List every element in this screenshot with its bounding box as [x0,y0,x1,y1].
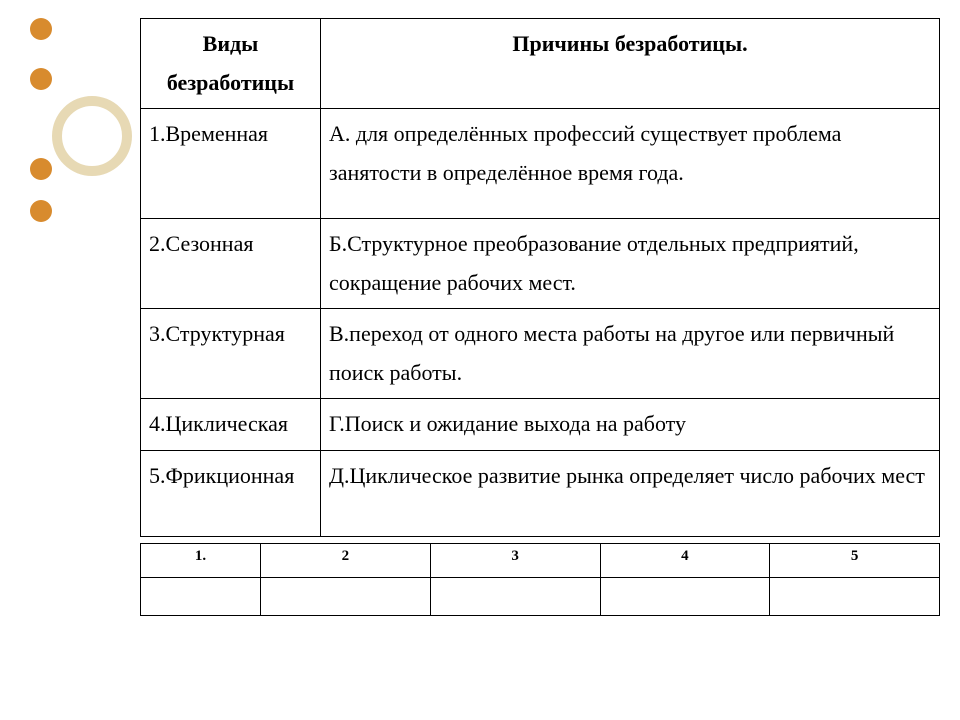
table-row: 4.Циклическая Г.Поиск и ожидание выхода … [141,399,940,451]
table-row: 5.Фрикционная Д.Циклическое развитие рын… [141,450,940,536]
answer-blank-cell [261,577,431,615]
type-cell: 4.Циклическая [141,399,321,451]
header-types: Виды безработицы [141,19,321,109]
table-row: 3.Структурная В.переход от одного места … [141,309,940,399]
answer-blank-cell [770,577,940,615]
table-row: 2.Сезонная Б.Структурное преобразование … [141,219,940,309]
header-causes: Причины безработицы. [321,19,940,109]
cause-cell: Б.Структурное преобразование отдельных п… [321,219,940,309]
answer-col-4: 4 [600,543,770,577]
answer-col-2: 2 [261,543,431,577]
answer-blank-cell [141,577,261,615]
type-cell: 2.Сезонная [141,219,321,309]
table-row: 1.Временная А. для определённых професси… [141,109,940,219]
type-cell: 5.Фрикционная [141,450,321,536]
cause-cell: В.переход от одного места работы на друг… [321,309,940,399]
type-cell: 3.Структурная [141,309,321,399]
cause-cell: Г.Поиск и ожидание выхода на работу [321,399,940,451]
answer-header-row: 1. 2 3 4 5 [141,543,940,577]
answer-col-5: 5 [770,543,940,577]
slide-content: Виды безработицы Причины безработицы. 1.… [0,0,960,616]
answer-col-1: 1. [141,543,261,577]
cause-cell: А. для определённых профессий существует… [321,109,940,219]
answer-col-3: 3 [430,543,600,577]
answer-grid: 1. 2 3 4 5 [140,543,940,616]
cause-cell: Д.Циклическое развитие рынка определяет … [321,450,940,536]
answer-blank-row [141,577,940,615]
type-cell: 1.Временная [141,109,321,219]
answer-blank-cell [430,577,600,615]
table-header-row: Виды безработицы Причины безработицы. [141,19,940,109]
answer-blank-cell [600,577,770,615]
unemployment-table: Виды безработицы Причины безработицы. 1.… [140,18,940,537]
